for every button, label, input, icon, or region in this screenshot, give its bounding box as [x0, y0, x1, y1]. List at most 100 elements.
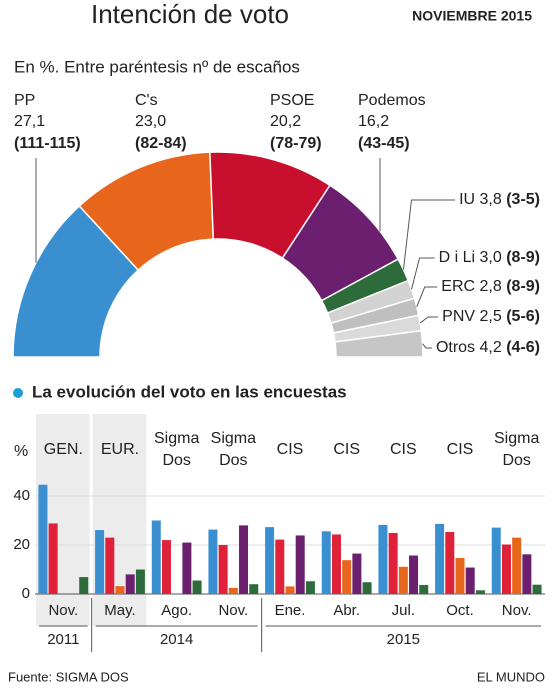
x-tick-label: Nov.	[48, 602, 78, 619]
party-seats: (8-9)	[506, 249, 540, 266]
bar	[475, 590, 485, 594]
bar	[342, 560, 352, 594]
party-name: Otros	[436, 339, 475, 356]
bar	[125, 574, 135, 594]
group-label: CIS	[390, 441, 417, 458]
party-name: PSOE	[270, 92, 314, 109]
party-name: PP	[14, 92, 35, 109]
group-label: Sigma Dos	[211, 430, 256, 469]
party-name: Podemos	[358, 92, 426, 109]
bar	[491, 527, 501, 594]
bar	[501, 544, 511, 594]
bar	[182, 542, 192, 594]
bar	[419, 584, 429, 594]
bar	[352, 553, 362, 594]
party-name: IU	[459, 191, 475, 208]
bar	[522, 554, 532, 594]
bar	[48, 523, 58, 594]
party-label: ERC 2,8 (8-9)	[441, 278, 540, 295]
party-value: 3,0	[480, 249, 502, 266]
group-label: Sigma Dos	[494, 430, 539, 469]
bar	[208, 529, 218, 594]
group-label: EUR.	[101, 441, 139, 458]
party-seats: (43-45)	[358, 135, 410, 152]
group-label: GEN.	[44, 441, 83, 458]
bar	[115, 586, 125, 594]
party-label: IU 3,8 (3-5)	[459, 191, 540, 208]
leader-line	[411, 257, 435, 290]
bar	[465, 567, 475, 594]
y-label: %	[14, 443, 28, 460]
group-label: Sigma Dos	[154, 430, 199, 469]
subtitle: En %. Entre paréntesis nº de escaños	[14, 57, 300, 76]
bar	[305, 581, 315, 594]
bar	[79, 577, 89, 594]
bar	[192, 580, 202, 594]
year-label: 2014	[160, 631, 193, 648]
leader-line	[402, 199, 456, 270]
bar	[378, 524, 388, 594]
bar	[445, 532, 455, 594]
bar	[409, 555, 419, 594]
y-tick-label: 20	[13, 536, 30, 553]
title: Intención de voto	[91, 0, 289, 29]
x-tick-label: Nov.	[502, 602, 532, 619]
party-value: 16,2	[358, 113, 389, 130]
date: NOVIEMBRE 2015	[412, 8, 532, 24]
party-name: D i Li	[439, 249, 475, 266]
party-value: 20,2	[270, 113, 301, 130]
leader-line	[422, 343, 432, 349]
bar	[435, 523, 445, 594]
bar	[295, 535, 305, 594]
group-label: CIS	[277, 441, 304, 458]
bar	[275, 539, 285, 594]
bar	[95, 530, 105, 594]
party-seats: (8-9)	[506, 278, 540, 295]
party-seats: (3-5)	[506, 191, 540, 208]
party-label: PNV 2,5 (5-6)	[442, 308, 540, 325]
bar	[398, 566, 408, 594]
bar	[239, 525, 249, 594]
x-tick-label: Ene.	[275, 602, 306, 619]
party-seats: (4-6)	[506, 339, 540, 356]
donut-slice	[334, 329, 424, 358]
party-seats: (111-115)	[14, 135, 81, 152]
x-tick-label: Jul.	[392, 602, 415, 619]
party-value: 3,8	[480, 191, 502, 208]
bar	[265, 527, 275, 594]
bar	[331, 534, 341, 594]
source: Fuente: SIGMA DOS	[8, 669, 129, 684]
bar-title: La evolución del voto en las encuestas	[32, 382, 347, 401]
bar	[218, 545, 228, 594]
leader-line	[416, 286, 438, 307]
party-name: C's	[135, 92, 158, 109]
party-value: 4,2	[480, 339, 502, 356]
group-label: CIS	[333, 441, 360, 458]
y-tick-label: 0	[22, 585, 30, 602]
x-tick-label: Oct.	[446, 602, 474, 619]
bar	[285, 586, 295, 594]
party-label: D i Li 3,0 (8-9)	[439, 249, 540, 266]
bar	[135, 569, 145, 594]
party-value: 27,1	[14, 113, 45, 130]
bar	[362, 582, 372, 594]
bar	[161, 540, 171, 594]
leader-line	[419, 316, 439, 324]
bar	[249, 584, 259, 594]
year-label: 2011	[47, 631, 79, 648]
x-tick-label: Nov.	[218, 602, 248, 619]
bar	[532, 584, 542, 594]
bar	[105, 537, 115, 594]
bar	[512, 537, 522, 594]
party-name: ERC	[441, 278, 475, 295]
party-value: 2,8	[480, 278, 502, 295]
x-tick-label: May.	[104, 602, 135, 619]
year-label: 2015	[387, 631, 420, 648]
bar	[321, 531, 331, 594]
x-tick-label: Abr.	[333, 602, 360, 619]
party-value: 23,0	[135, 113, 166, 130]
brand: EL MUNDO	[477, 669, 545, 684]
party-seats: (78-79)	[270, 135, 322, 152]
x-tick-label: Ago.	[161, 602, 192, 619]
